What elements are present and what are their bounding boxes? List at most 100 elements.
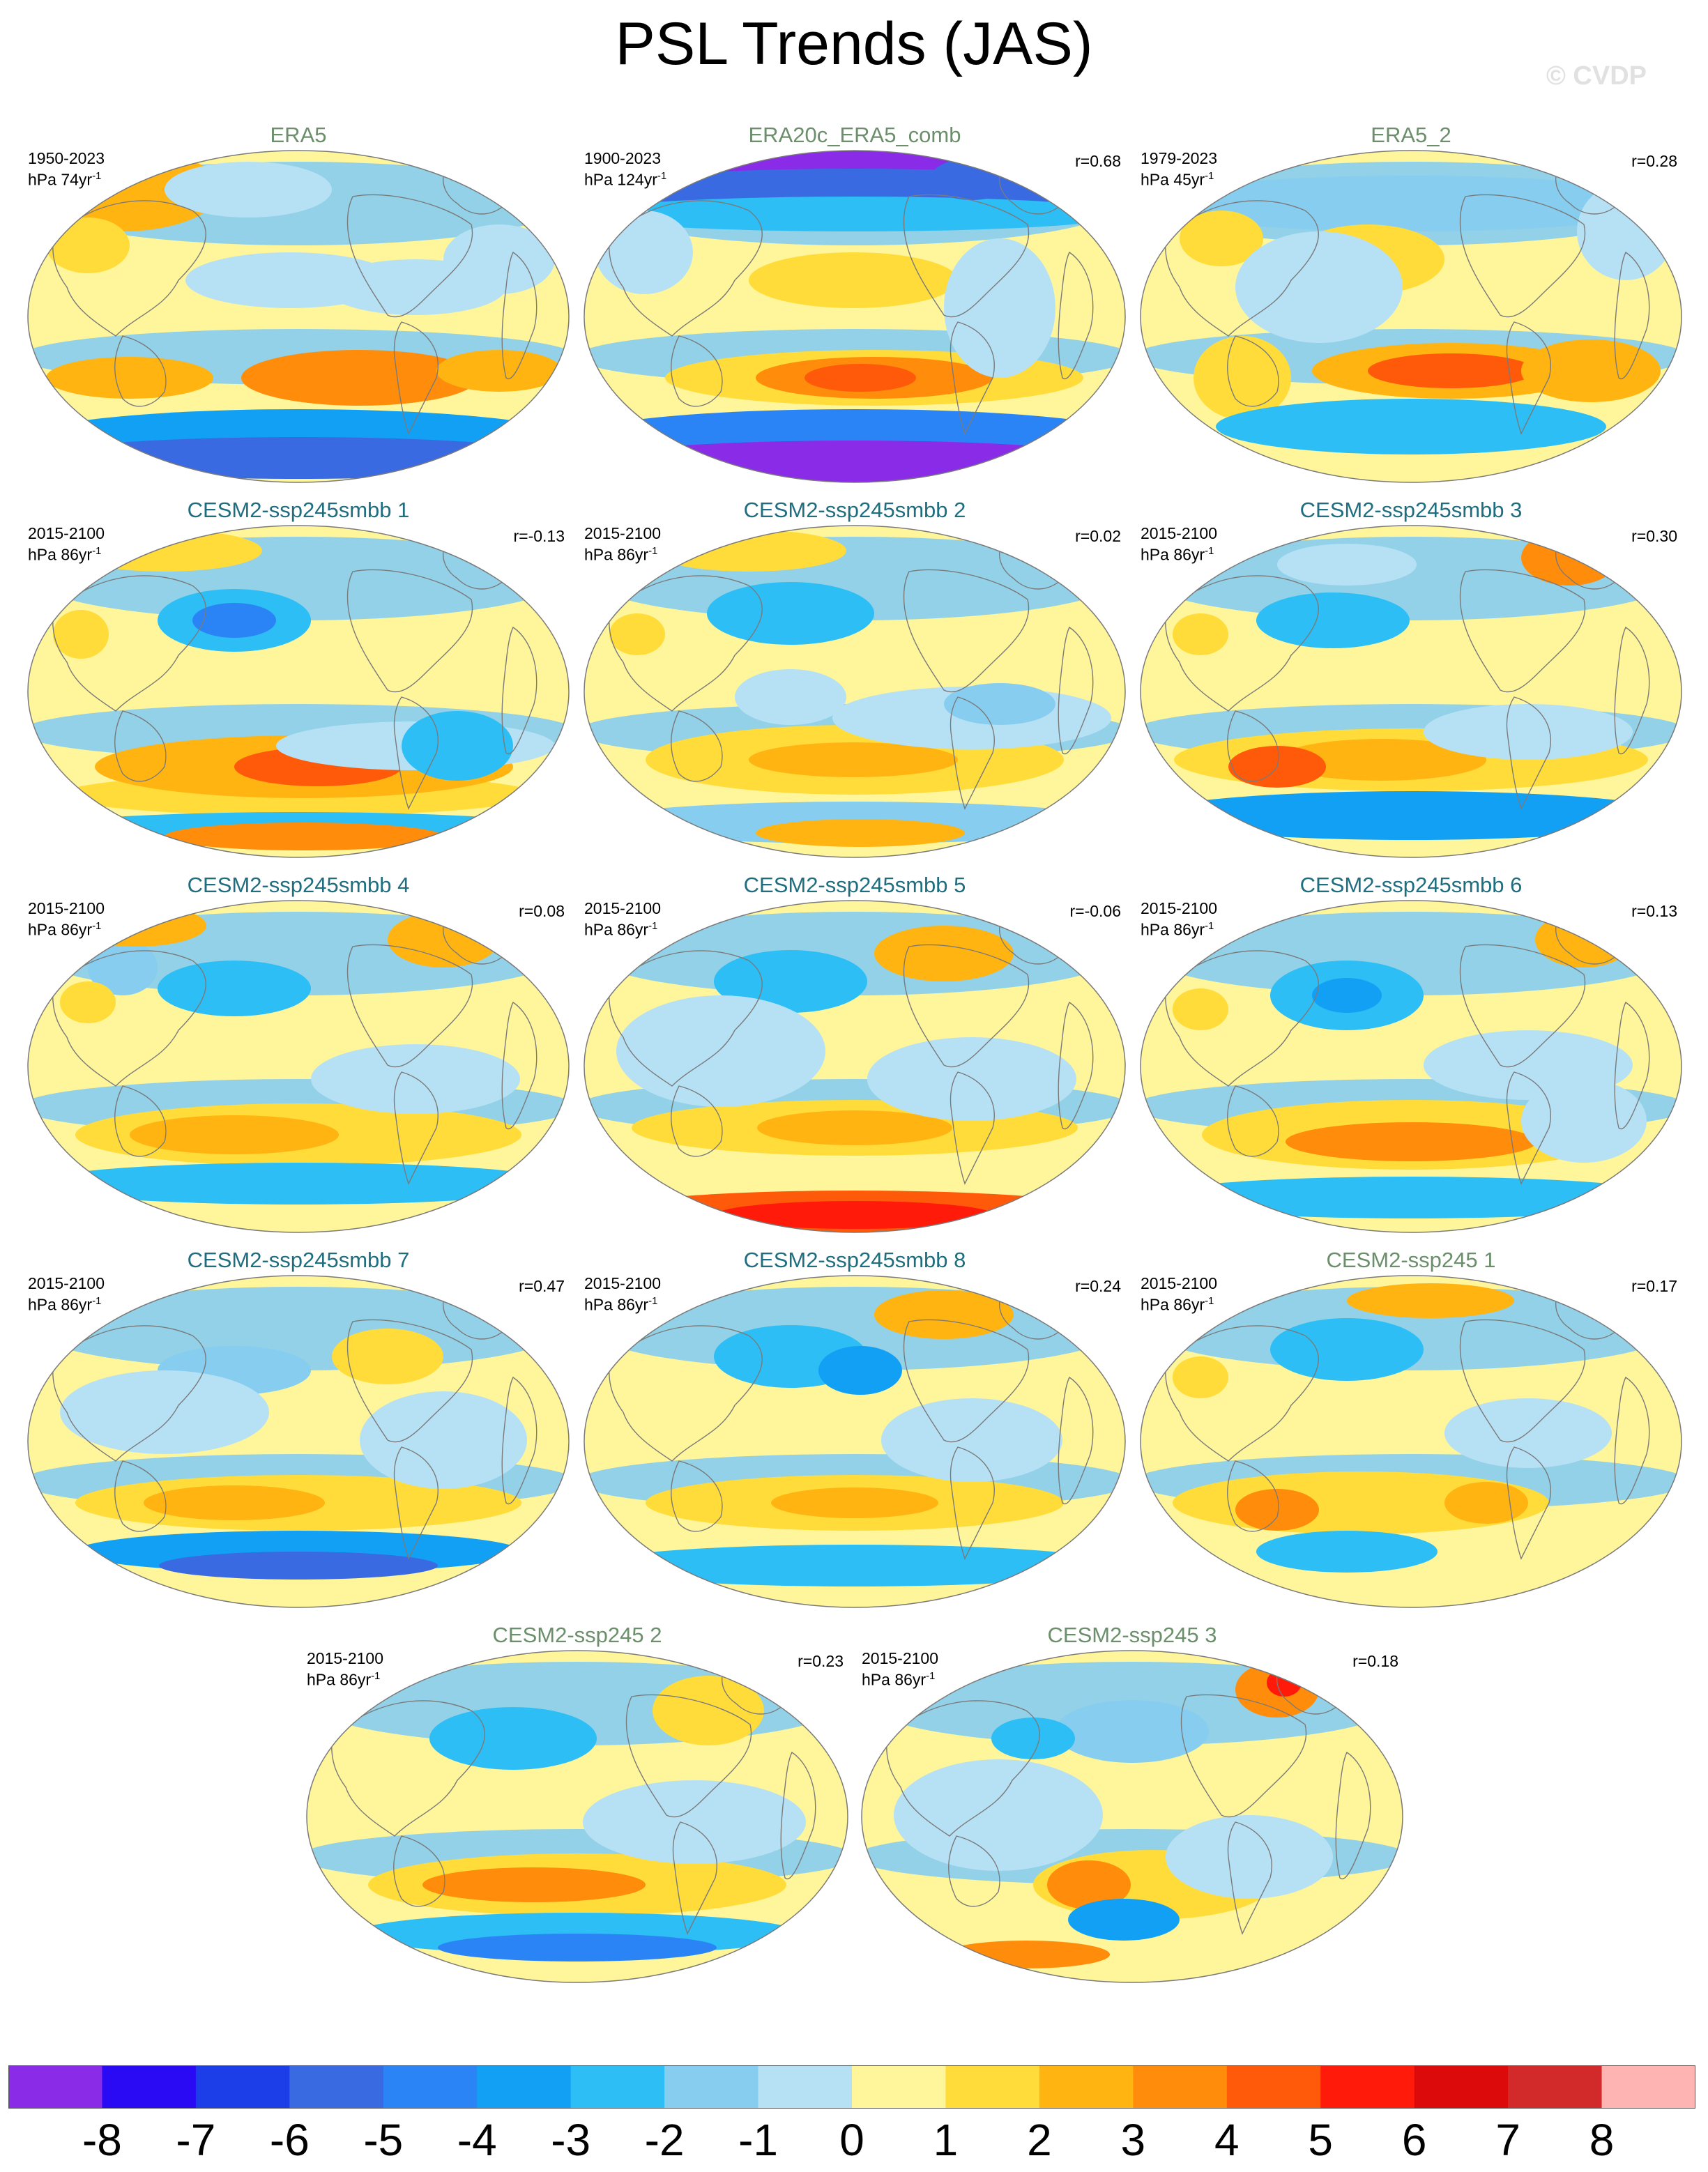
trend-contour xyxy=(756,819,965,847)
trend-contour xyxy=(60,981,116,1023)
coastline xyxy=(903,944,1030,1068)
period-label: 2015-2100 xyxy=(1141,1274,1217,1292)
correlation-label: r=-0.06 xyxy=(1069,902,1121,920)
colorbar-tick-label: -1 xyxy=(738,2115,778,2165)
colorbar-swatch xyxy=(852,2065,946,2109)
colorbar-swatch xyxy=(1226,2065,1321,2109)
coastline xyxy=(903,569,1030,693)
trend-field xyxy=(1141,530,1682,840)
map-panel: ERA5 1950-2023 hPa 74yr-1 xyxy=(25,123,572,485)
trend-contour xyxy=(1277,544,1417,586)
trend-contour xyxy=(88,940,158,995)
trend-map xyxy=(584,525,1126,858)
panel-title: CESM2-ssp245 2 xyxy=(492,1623,662,1647)
correlation-label: r=0.23 xyxy=(798,1652,844,1670)
coastline xyxy=(608,1325,763,1462)
trend-contour xyxy=(1270,1318,1424,1381)
coastlines xyxy=(52,548,537,810)
trend-contour xyxy=(1424,704,1633,760)
panel-title: CESM2-ssp245 3 xyxy=(1047,1623,1217,1647)
coastlines xyxy=(52,923,537,1185)
coastline xyxy=(950,696,995,810)
coastlines xyxy=(1164,173,1650,435)
coastline xyxy=(1180,1694,1307,1818)
map-panel: CESM2-ssp245smbb 5 2015-2100 hPa 86yr-1 … xyxy=(581,873,1128,1235)
trend-contour xyxy=(881,1398,1062,1482)
map-panel: CESM2-ssp245 2 2015-2100 hPa 86yr-1 r=0.… xyxy=(304,1623,851,1985)
trend-contour xyxy=(1424,1030,1633,1100)
coastline xyxy=(671,710,723,782)
coastline xyxy=(393,1835,445,1907)
trend-contour xyxy=(1347,1283,1514,1318)
coastline xyxy=(950,321,995,435)
trend-contour xyxy=(1444,1398,1612,1468)
units-label: hPa 86yr-1 xyxy=(584,1295,658,1314)
trend-contour xyxy=(1444,1482,1528,1524)
period-label: 2015-2100 xyxy=(28,899,105,917)
coastline xyxy=(1164,200,1319,337)
trend-contour xyxy=(757,1110,952,1145)
trend-contour xyxy=(1256,1531,1438,1573)
coastline xyxy=(346,1319,473,1443)
trend-contour xyxy=(1291,809,1542,836)
trend-contour xyxy=(1173,988,1228,1030)
trend-contour xyxy=(46,357,213,399)
coastline xyxy=(501,251,537,380)
coastline xyxy=(671,335,723,407)
trend-contour xyxy=(735,669,846,725)
map-panel: CESM2-ssp245smbb 3 2015-2100 hPa 86yr-1 … xyxy=(1138,498,1684,860)
coastline xyxy=(1164,575,1319,712)
colorbar-tick-label: 3 xyxy=(1120,2115,1146,2165)
trend-contour xyxy=(715,1201,994,1229)
coastline xyxy=(608,575,763,712)
trend-contour xyxy=(867,1037,1076,1121)
trend-contour xyxy=(944,683,1055,725)
trend-contour xyxy=(930,158,1014,200)
trend-contour xyxy=(429,1707,597,1770)
correlation-label: r=0.30 xyxy=(1631,527,1677,545)
trend-field xyxy=(1141,162,1682,454)
trend-contour xyxy=(771,1487,938,1518)
correlation-label: r=0.02 xyxy=(1075,527,1121,545)
coastline xyxy=(1164,1325,1319,1462)
coastlines xyxy=(885,1673,1371,1935)
trend-contour xyxy=(159,1552,438,1580)
panel-title: CESM2-ssp245smbb 4 xyxy=(187,873,410,897)
map-border xyxy=(1140,525,1682,858)
period-label: 2015-2100 xyxy=(584,899,661,917)
map-panel: ERA20c_ERA5_comb 1900-2023 hPa 124yr-1 r… xyxy=(581,123,1128,485)
units-label: hPa 86yr-1 xyxy=(28,1295,102,1314)
colorbar-swatch xyxy=(1039,2065,1134,2109)
trend-contour xyxy=(60,1370,269,1454)
coastline xyxy=(903,194,1030,318)
coastline xyxy=(671,1085,723,1157)
colorbar-swatch xyxy=(8,2065,102,2109)
trend-contour xyxy=(1286,1122,1537,1161)
trend-contour xyxy=(1577,183,1675,280)
coastline xyxy=(501,626,537,755)
coastline xyxy=(1227,1460,1279,1532)
units-label: hPa 86yr-1 xyxy=(28,545,102,564)
period-label: 1950-2023 xyxy=(28,149,105,167)
coastline xyxy=(52,200,206,337)
panel-title: CESM2-ssp245smbb 6 xyxy=(1299,873,1523,897)
coastline xyxy=(1058,251,1094,380)
colorbar-tick-label: 7 xyxy=(1495,2115,1520,2165)
colorbar-tick-label: -3 xyxy=(551,2115,591,2165)
trend-contour xyxy=(714,950,867,1013)
colorbar-swatch xyxy=(289,2065,384,2109)
coastline xyxy=(52,1325,206,1462)
trend-contour xyxy=(818,1346,902,1395)
trend-contour xyxy=(805,364,916,392)
correlation-label: r=0.18 xyxy=(1352,1652,1398,1670)
period-label: 2015-2100 xyxy=(584,1274,661,1292)
trend-field xyxy=(584,1287,1125,1586)
trend-contour xyxy=(158,961,311,1016)
colorbar-swatch xyxy=(945,2065,1040,2109)
coastline xyxy=(608,950,763,1087)
map-border xyxy=(1140,900,1682,1233)
trend-contour xyxy=(590,441,1120,482)
units-label: hPa 86yr-1 xyxy=(584,545,658,564)
colorbar-tick-label: 2 xyxy=(1027,2115,1052,2165)
map-border xyxy=(584,1275,1126,1608)
